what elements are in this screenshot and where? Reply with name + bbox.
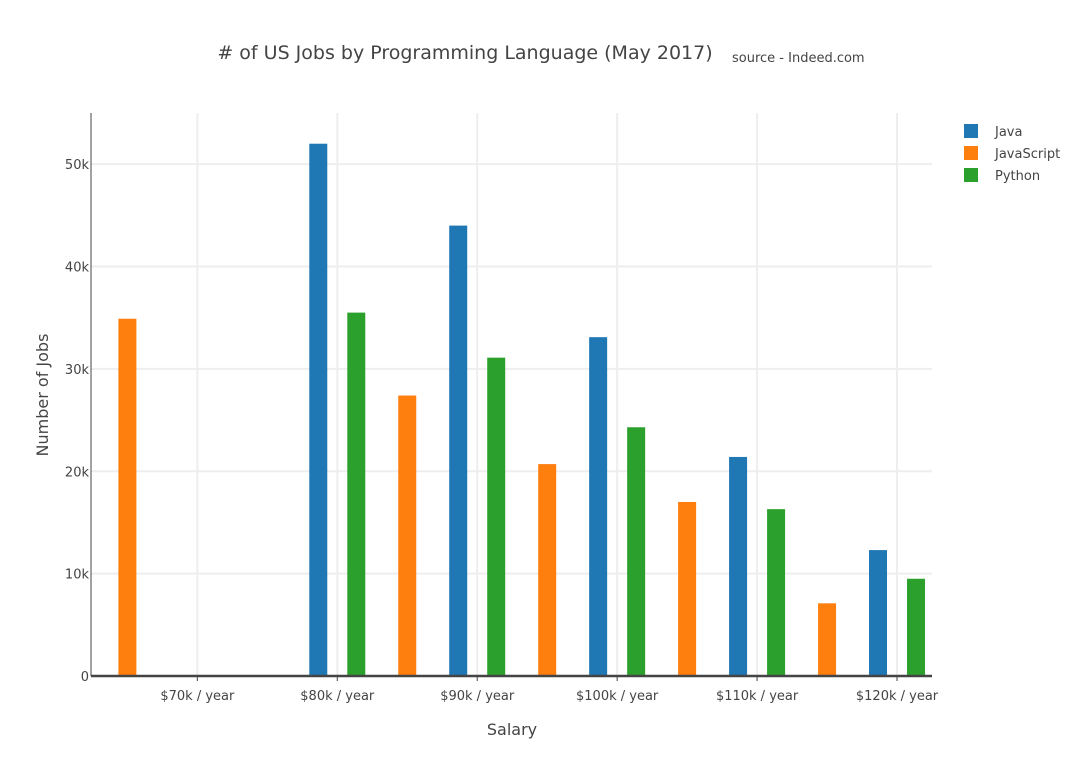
bar-javascript-85k	[398, 395, 417, 676]
bar-python-120k	[907, 578, 926, 676]
x-tick-label: $80k / year	[300, 689, 375, 704]
y-tick-label: 50k	[65, 158, 90, 173]
y-tick-label: 40k	[65, 261, 90, 276]
legend-swatch-javascript	[964, 146, 978, 160]
legend-label-python: Python	[995, 169, 1040, 184]
x-tick-label: $100k / year	[576, 689, 659, 704]
y-axis-label: Number of Jobs	[33, 334, 52, 457]
x-tick-label: $70k / year	[160, 689, 235, 704]
x-tick-label: $90k / year	[440, 689, 515, 704]
x-tick-label: $120k / year	[856, 689, 939, 704]
legend-swatch-python	[964, 168, 978, 182]
bar-python-110k	[767, 509, 786, 676]
legend-swatch-java	[964, 124, 978, 138]
x-tick-label: $110k / year	[716, 689, 799, 704]
y-tick-label: 20k	[65, 465, 90, 480]
y-tick-label: 30k	[65, 363, 90, 378]
bar-javascript-105k	[678, 501, 697, 676]
bar-java-100k	[589, 337, 608, 676]
bar-python-100k	[627, 427, 646, 676]
gridlines	[91, 113, 932, 676]
bar-java-110k	[729, 456, 748, 676]
x-axis-label: Salary	[487, 720, 537, 739]
bar-javascript-65k	[118, 318, 137, 676]
y-tick-label: 0	[81, 670, 89, 685]
bar-python-80k	[347, 312, 366, 676]
legend-label-javascript: JavaScript	[994, 147, 1060, 162]
legend-label-java: Java	[994, 125, 1022, 140]
bar-java-90k	[449, 225, 468, 676]
y-tick-label: 10k	[65, 568, 90, 583]
bars	[118, 143, 926, 676]
bar-javascript-95k	[538, 464, 557, 676]
chart-title: # of US Jobs by Programming Language (Ma…	[217, 42, 712, 64]
bar-java-80k	[309, 143, 328, 676]
axes: $70k / year $80k / year $90k / year $100k /…	[65, 113, 939, 704]
bar-javascript-115k	[818, 603, 837, 676]
bar-python-90k	[487, 357, 506, 676]
bar-java-120k	[869, 550, 888, 676]
chart-subtitle: source - Indeed.com	[732, 51, 865, 66]
legend: Java JavaScript Python	[964, 124, 1060, 184]
